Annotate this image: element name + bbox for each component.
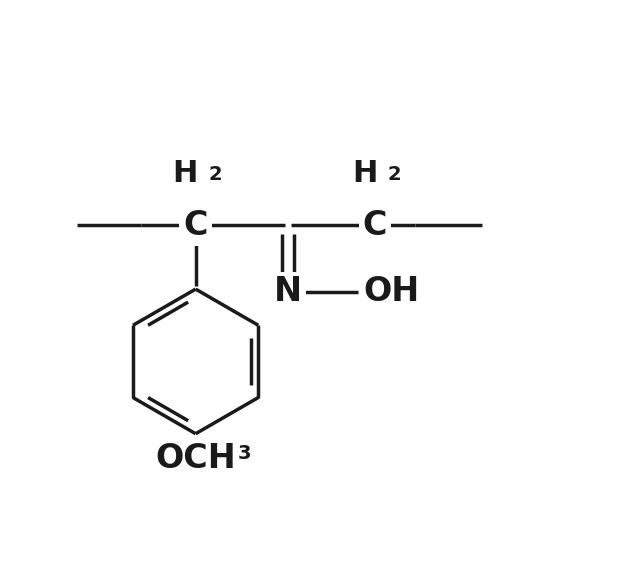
Text: 2: 2: [209, 165, 222, 184]
Text: H: H: [173, 159, 198, 188]
Text: H: H: [352, 159, 377, 188]
Text: C: C: [363, 209, 387, 242]
Text: OCH: OCH: [156, 442, 236, 475]
Text: 2: 2: [388, 165, 401, 184]
Text: N: N: [274, 276, 302, 308]
Text: C: C: [184, 209, 208, 242]
Text: OH: OH: [364, 276, 420, 308]
Text: 3: 3: [237, 444, 251, 463]
